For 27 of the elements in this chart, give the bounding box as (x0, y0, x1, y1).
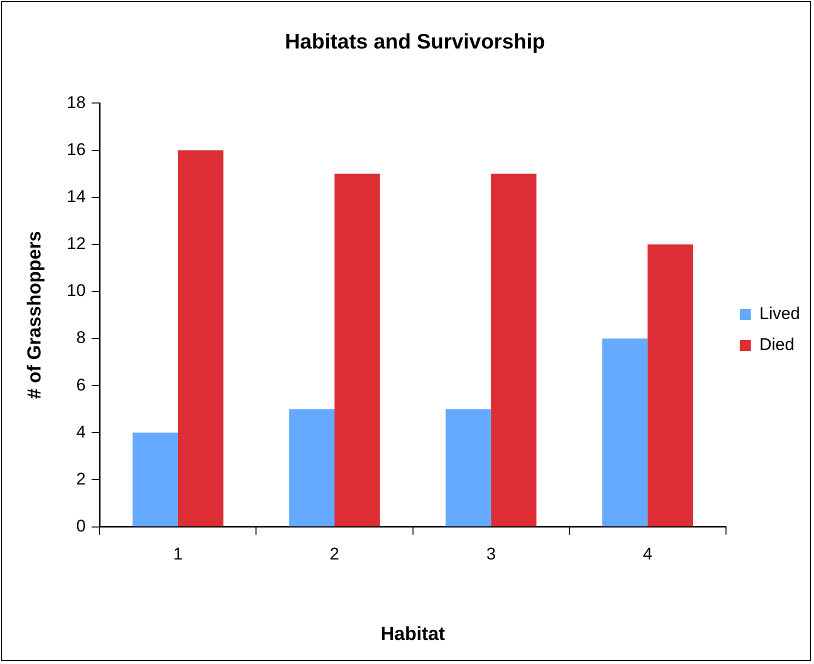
bar (648, 244, 693, 526)
x-tick-label: 4 (642, 544, 652, 564)
bar (178, 150, 224, 526)
y-tick-label: 18 (66, 92, 86, 112)
y-axis-title: # of Grasshoppers (24, 231, 46, 399)
y-tick-label: 6 (76, 375, 86, 394)
legend-label: Lived (759, 304, 800, 324)
x-tick-label: 3 (486, 544, 496, 564)
legend-label: Died (759, 335, 794, 354)
bar (602, 338, 648, 526)
y-tick-label: 8 (76, 328, 86, 348)
x-axis-title: Habitat (380, 624, 446, 645)
y-tick-label: 12 (66, 234, 86, 254)
y-tick-label: 10 (66, 281, 86, 300)
bar (491, 174, 536, 526)
bar (334, 174, 380, 526)
x-tick-label: 2 (330, 544, 340, 564)
x-tick-label: 1 (173, 544, 183, 564)
y-tick-label: 4 (76, 422, 86, 442)
chart-title: Habitats and Survivorship (284, 30, 546, 54)
y-tick-label: 0 (76, 516, 86, 536)
bar (446, 409, 492, 526)
y-tick-label: 16 (66, 140, 86, 159)
bar (132, 432, 178, 526)
y-tick-label: 2 (76, 469, 86, 488)
bar (289, 409, 335, 526)
y-tick-label: 14 (66, 187, 86, 206)
